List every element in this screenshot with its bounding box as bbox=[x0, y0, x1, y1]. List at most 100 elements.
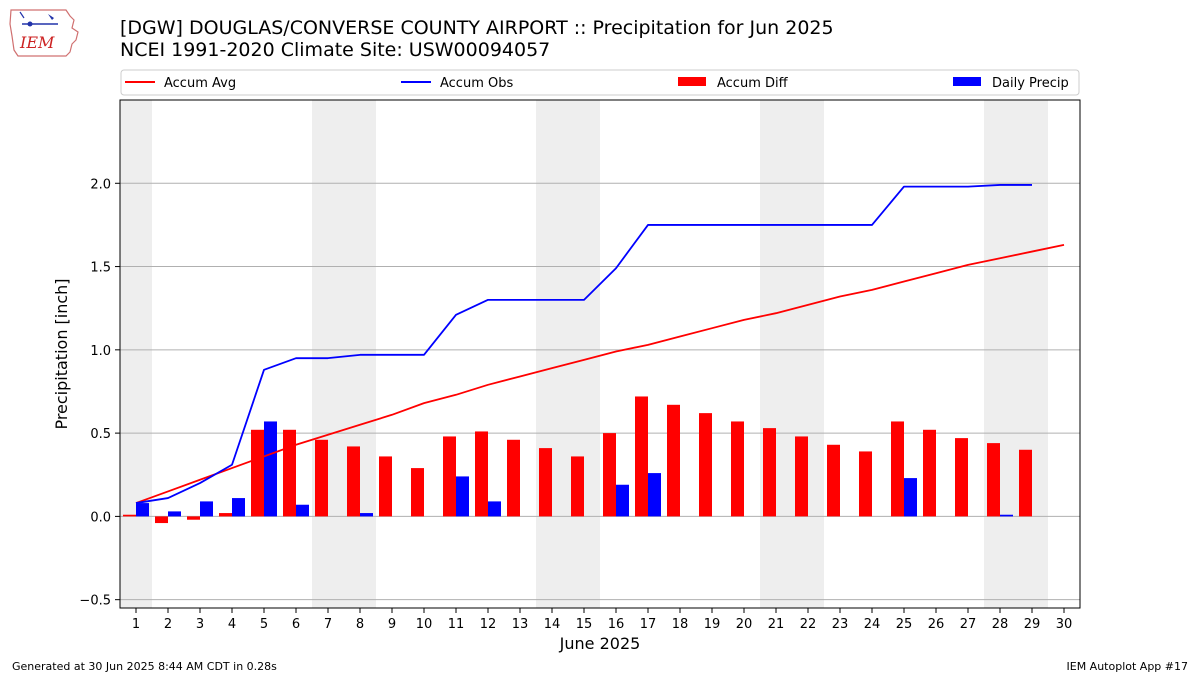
legend-label-accum-diff: Accum Diff bbox=[717, 76, 789, 91]
x-tick-label: 9 bbox=[388, 617, 396, 632]
x-tick-label: 11 bbox=[448, 617, 465, 632]
daily-precip-bar bbox=[1000, 514, 1013, 517]
accum-obs-line bbox=[135, 184, 1032, 504]
accum-diff-bar bbox=[507, 439, 520, 517]
accum-diff-bar bbox=[187, 516, 200, 520]
iowa-state-outline-icon: IEM bbox=[9, 9, 79, 57]
daily-precip-bar bbox=[904, 478, 917, 517]
accum-diff-bar bbox=[155, 516, 168, 524]
weekend-band bbox=[312, 100, 344, 608]
legend: Accum Avg Accum Obs Accum Diff Daily Pre… bbox=[120, 69, 1080, 96]
plot-frame bbox=[119, 99, 1081, 609]
weekend-band bbox=[760, 100, 792, 608]
legend-label-daily-precip: Daily Precip bbox=[992, 76, 1069, 91]
x-tick-label: 13 bbox=[512, 617, 529, 632]
accum-diff-bar bbox=[955, 438, 968, 517]
x-tick-label: 21 bbox=[768, 617, 785, 632]
daily-precip-bar bbox=[168, 511, 181, 517]
weekend-band bbox=[536, 100, 568, 608]
x-tick-label: 8 bbox=[356, 617, 364, 632]
x-tick-label: 4 bbox=[228, 617, 236, 632]
weekend-band bbox=[984, 100, 1016, 608]
accum-diff-bar bbox=[315, 439, 328, 517]
x-tick-label: 5 bbox=[260, 617, 268, 632]
accum-diff-bar bbox=[443, 436, 456, 517]
x-tick-label: 1 bbox=[132, 617, 140, 632]
accum-diff-bar bbox=[347, 446, 360, 517]
logo-text: IEM bbox=[19, 33, 55, 52]
accum-diff-bar bbox=[699, 413, 712, 517]
daily-precip-bar bbox=[616, 484, 629, 517]
y-tick-label: 1.0 bbox=[90, 344, 111, 359]
accum-diff-bar bbox=[731, 421, 744, 517]
legend-swatch-daily-precip bbox=[953, 77, 981, 86]
x-tick-label: 22 bbox=[800, 617, 817, 632]
daily-precip-bar bbox=[232, 498, 245, 517]
daily-precip-bar bbox=[200, 501, 213, 517]
accum-diff-bar bbox=[539, 448, 552, 517]
x-tick-label: 24 bbox=[864, 617, 881, 632]
y-tick-label: 1.5 bbox=[90, 261, 111, 276]
legend-frame bbox=[120, 69, 1080, 96]
x-tick-label: 16 bbox=[608, 617, 625, 632]
chart-subtitle: NCEI 1991-2020 Climate Site: USW00094057 bbox=[120, 39, 551, 61]
x-tick-label: 20 bbox=[736, 617, 753, 632]
x-tick-label: 15 bbox=[576, 617, 593, 632]
y-axis-label: Precipitation [inch] bbox=[52, 278, 71, 429]
weekend-band bbox=[1016, 100, 1048, 608]
daily-precip-bar bbox=[296, 504, 309, 517]
autoplot-app-label: IEM Autoplot App #17 bbox=[1066, 660, 1189, 673]
accum-avg-line bbox=[135, 244, 1065, 504]
y-tick-label: −0.5 bbox=[79, 594, 111, 609]
x-tick-label: 2 bbox=[164, 617, 172, 632]
x-tick-label: 14 bbox=[544, 617, 561, 632]
weekend-band bbox=[792, 100, 824, 608]
x-tick-label: 3 bbox=[196, 617, 204, 632]
chart-title: [DGW] DOUGLAS/CONVERSE COUNTY AIRPORT ::… bbox=[120, 17, 834, 39]
accum-diff-bar bbox=[635, 396, 648, 517]
legend-swatch-accum-diff bbox=[678, 77, 706, 86]
daily-precip-bar bbox=[648, 473, 661, 517]
accum-diff-bar bbox=[251, 429, 264, 517]
x-tick-label: 12 bbox=[480, 617, 497, 632]
daily-precip-bar bbox=[488, 501, 501, 517]
x-tick-label: 28 bbox=[992, 617, 1009, 632]
x-tick-label: 23 bbox=[832, 617, 849, 632]
daily-precip-bar bbox=[264, 421, 277, 517]
accum-diff-bar bbox=[987, 443, 1000, 517]
accum-diff-bar bbox=[763, 428, 776, 517]
x-tick-label: 25 bbox=[896, 617, 913, 632]
x-tick-label: 6 bbox=[292, 617, 300, 632]
x-tick-label: 10 bbox=[416, 617, 433, 632]
accum-diff-bar bbox=[827, 444, 840, 517]
x-tick-label: 30 bbox=[1056, 617, 1073, 632]
accum-diff-bar bbox=[603, 433, 616, 517]
y-tick-label: 2.0 bbox=[90, 177, 111, 192]
accum-diff-bar bbox=[795, 436, 808, 517]
x-tick-label: 7 bbox=[324, 617, 332, 632]
x-tick-label: 19 bbox=[704, 617, 721, 632]
accum-diff-bar bbox=[283, 429, 296, 517]
accum-diff-bar bbox=[411, 468, 424, 517]
accum-diff-bar bbox=[379, 456, 392, 517]
accum-diff-bar bbox=[475, 431, 488, 517]
accum-diff-bar bbox=[123, 514, 136, 517]
accum-diff-bar bbox=[1019, 449, 1032, 517]
x-axis-label: June 2025 bbox=[559, 634, 641, 653]
x-tick-label: 29 bbox=[1024, 617, 1041, 632]
accum-diff-bar bbox=[219, 513, 232, 517]
x-tick-label: 17 bbox=[640, 617, 657, 632]
legend-label-accum-avg: Accum Avg bbox=[164, 76, 236, 91]
iem-logo: IEM bbox=[8, 6, 82, 64]
accum-diff-bar bbox=[891, 421, 904, 517]
accum-diff-bar bbox=[571, 456, 584, 517]
weekend-band bbox=[568, 100, 600, 608]
daily-precip-bar bbox=[136, 503, 149, 517]
generated-timestamp: Generated at 30 Jun 2025 8:44 AM CDT in … bbox=[12, 660, 277, 673]
legend-label-accum-obs: Accum Obs bbox=[440, 76, 513, 91]
x-tick-label: 26 bbox=[928, 617, 945, 632]
weekend-band bbox=[120, 100, 152, 608]
accum-diff-bar bbox=[923, 429, 936, 517]
daily-precip-bar bbox=[456, 476, 469, 517]
